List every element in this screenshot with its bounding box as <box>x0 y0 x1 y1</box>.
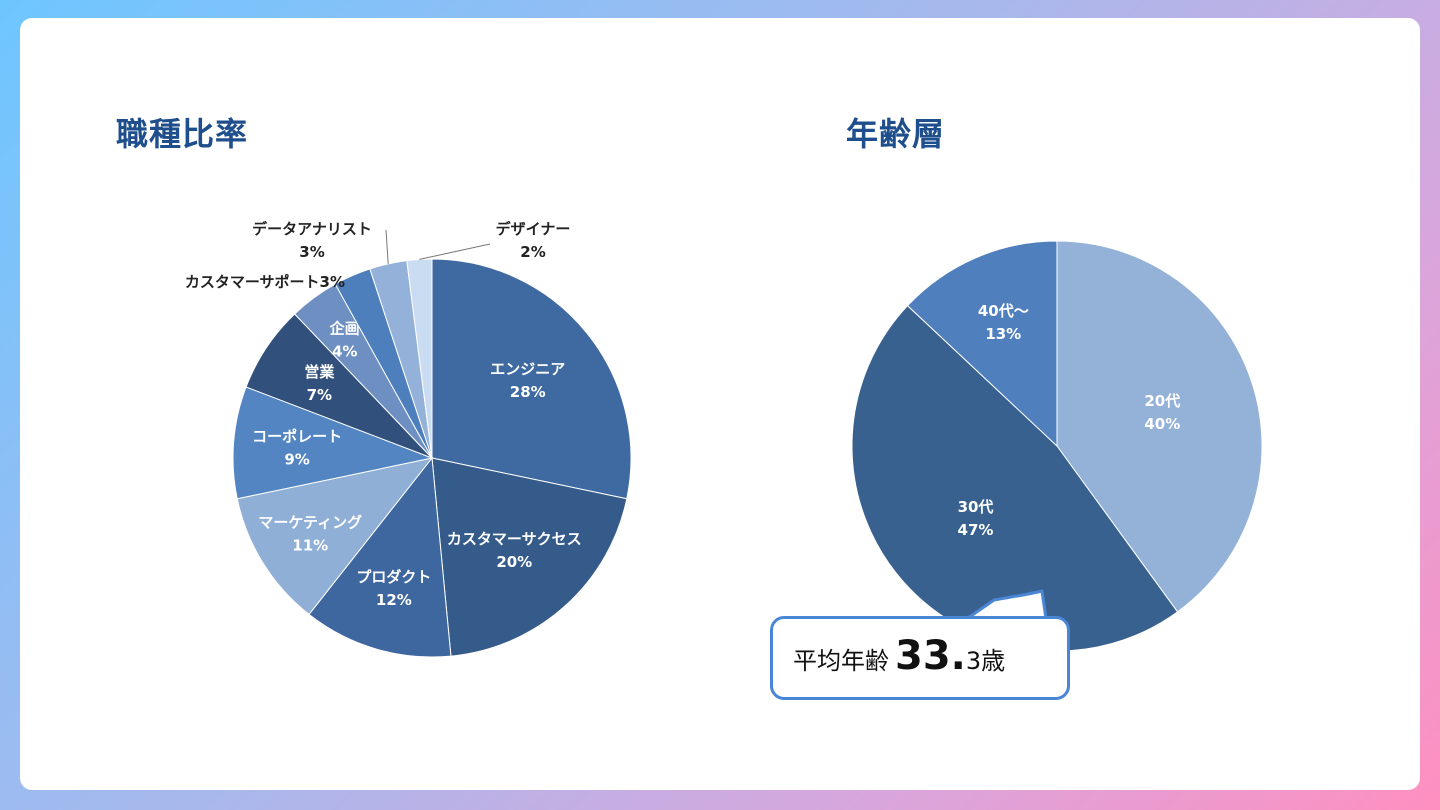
slice-category-label: 営業 <box>304 363 335 381</box>
average-age-value-dec: 3 <box>965 647 982 675</box>
slice-value-label: 28% <box>510 383 546 401</box>
slice-category-label: マーケティング <box>258 514 362 532</box>
slice-category-label: データアナリスト <box>252 220 372 238</box>
slice-label: カスタマーサポート3% <box>185 273 345 291</box>
slice-value-label: 2% <box>520 243 545 261</box>
slice-value-label: 7% <box>307 386 332 404</box>
slice-category-label: エンジニア <box>490 360 565 378</box>
pie-slice <box>906 240 1058 448</box>
average-age-callout: 平均年齢 33.3歳 <box>770 616 1070 700</box>
average-age-unit: 歳 <box>981 647 1006 675</box>
slice-category-label: デザイナー <box>496 220 571 238</box>
slice-value-label: 20% <box>496 553 532 571</box>
job-ratio-title: 職種比率 <box>116 115 249 153</box>
slice-value-label: 4% <box>332 342 357 360</box>
callout-tail <box>964 589 1048 622</box>
age-group-pie-chart: 20代 40% 30代 47% 40代～ 13% <box>851 240 1263 652</box>
age-group-title: 年齢層 <box>846 115 946 153</box>
slice-value-label: 47% <box>958 521 994 539</box>
pie-slice <box>406 258 433 459</box>
pie-slice <box>308 456 452 658</box>
pie-slice <box>1056 240 1263 613</box>
pie-slice <box>431 457 628 657</box>
average-age-label: 平均年齢 <box>793 647 889 675</box>
slice-value-label: 9% <box>284 450 309 468</box>
slice-category-label: カスタマーサクセス <box>447 530 582 548</box>
average-age-text: 平均年齢 33.3歳 <box>793 633 1005 679</box>
content-card: 職種比率 年齢層 エンジニア 28% カスタマーサクセス 20% プロダクト 12% マーケ… <box>20 18 1420 790</box>
slice-category-label: 30代 <box>958 498 994 516</box>
pie-slice <box>236 457 434 616</box>
slice-value-label: 11% <box>292 537 328 555</box>
job-ratio-pie-chart: エンジニア 28% カスタマーサクセス 20% プロダクト 12% マーケティング 11% コー… <box>185 220 632 658</box>
pie-slice <box>232 386 434 500</box>
leader-line <box>385 229 389 264</box>
average-age-value-int: 33. <box>895 633 966 679</box>
leader-line <box>419 243 491 260</box>
slice-value-label: 3% <box>299 243 324 261</box>
pie-slice <box>851 304 1179 652</box>
slice-category-label: 企画 <box>329 319 360 337</box>
slice-category-label: 20代 <box>1144 392 1180 410</box>
slice-category-label: プロダクト <box>356 568 431 586</box>
slice-value-label: 40% <box>1144 415 1180 433</box>
pie-slice <box>431 258 632 500</box>
slice-value-label: 12% <box>376 591 412 609</box>
slice-category-label: コーポレート <box>252 427 342 445</box>
slice-value-label: 13% <box>985 325 1021 343</box>
slice-category-label: 40代～ <box>978 302 1029 320</box>
